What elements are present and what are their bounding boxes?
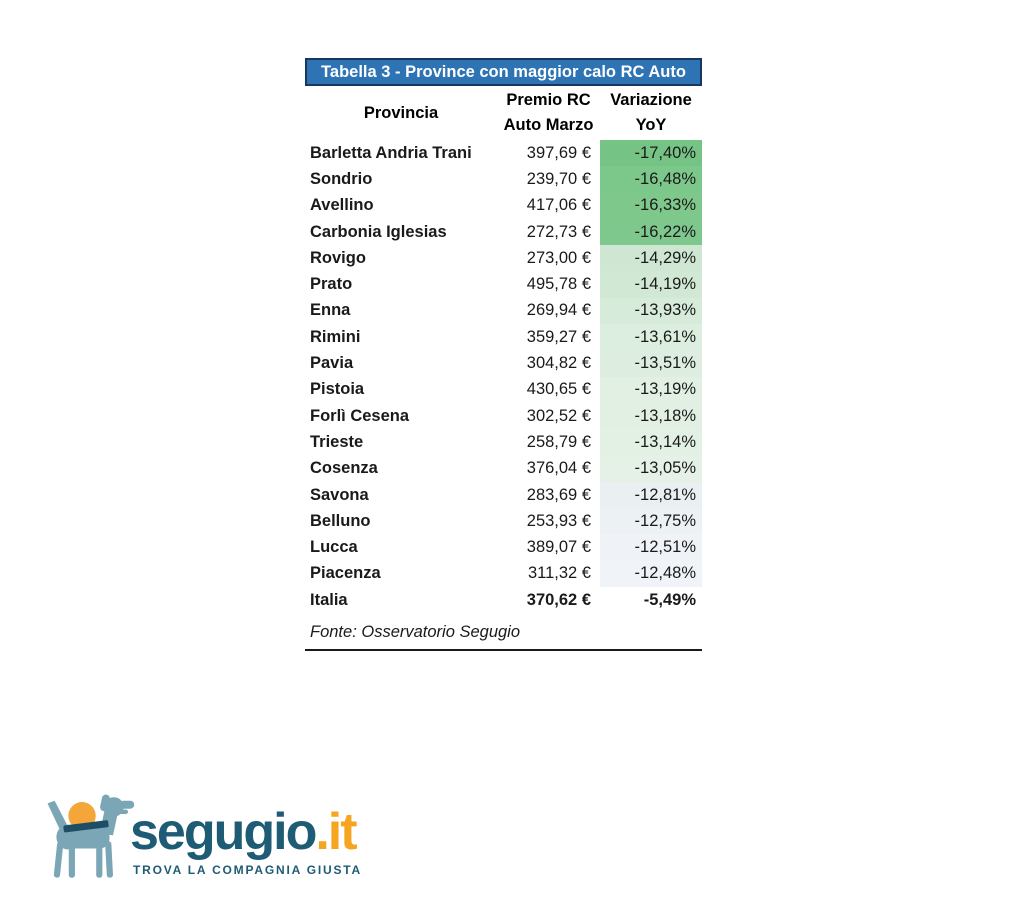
premium-value: 495,78 € [526, 275, 591, 294]
yoy-change-value: -16,22% [600, 218, 702, 246]
table-row: Rimini 359,27 € -13,61% [305, 324, 702, 351]
province-name: Rovigo [310, 248, 366, 267]
rc-auto-table: Tabella 3 - Province con maggior calo RC… [305, 58, 702, 652]
table-row: Carbonia Iglesias 272,73 € -16,22% [305, 218, 702, 246]
table-row: Forlì Cesena 302,52 € -13,18% [305, 402, 702, 430]
yoy-change-value: -12,51% [600, 534, 702, 561]
province-name: Avellino [310, 196, 374, 215]
column-header-premio-line2: Auto Marzo [503, 116, 594, 134]
table-source-note: Fonte: Osservatorio Segugio [305, 621, 702, 652]
province-name: Savona [310, 485, 369, 504]
yoy-change-value: -12,48% [600, 560, 702, 588]
yoy-change-value: -13,19% [600, 376, 702, 403]
logo-wordmark: segugio.it [130, 806, 362, 858]
column-header-premio: Premio RC Auto Marzo [497, 86, 600, 140]
table-title: Tabella 3 - Province con maggior calo RC… [321, 62, 686, 81]
province-name: Forlì Cesena [310, 406, 410, 425]
yoy-change-value: -17,40% [600, 140, 702, 167]
yoy-change-value: -14,19% [600, 271, 702, 298]
column-header-variazione-line2: YoY [635, 116, 667, 134]
table-row: Rovigo 273,00 € -14,29% [305, 245, 702, 272]
logo-brand-text: segugio [130, 803, 317, 861]
yoy-change-value: -13,14% [600, 429, 702, 456]
yoy-change-value: -13,05% [600, 455, 702, 482]
table-row: Prato 495,78 € -14,19% [305, 271, 702, 298]
logo-text-block: segugio.it TROVA LA COMPAGNIA GIUSTA [130, 792, 362, 877]
premium-value: 273,00 € [526, 248, 591, 267]
yoy-change-value: -13,61% [600, 324, 702, 351]
yoy-change-value: -13,18% [600, 402, 702, 430]
table-body: Barletta Andria Trani 397,69 € -17,40% S… [305, 140, 702, 613]
yoy-change-value: -14,29% [600, 245, 702, 272]
column-header-premio-line1: Premio RC [506, 91, 591, 109]
province-name: Pistoia [310, 380, 365, 399]
yoy-change-value: -12,81% [600, 481, 702, 509]
premium-value: 304,82 € [526, 354, 591, 373]
table-row: Trieste 258,79 € -13,14% [305, 429, 702, 456]
table-row: Belluno 253,93 € -12,75% [305, 508, 702, 535]
table-row: Piacenza 311,32 € -12,48% [305, 560, 702, 588]
table-row: Savona 283,69 € -12,81% [305, 481, 702, 509]
province-name: Italia [310, 590, 348, 609]
coin-slot-icon [63, 820, 109, 833]
province-name: Trieste [310, 432, 364, 451]
premium-value: 370,62 € [526, 590, 591, 609]
logo-tagline: TROVA LA COMPAGNIA GIUSTA [133, 863, 362, 877]
column-header-provincia: Provincia [305, 86, 497, 140]
premium-value: 417,06 € [526, 196, 591, 215]
premium-value: 359,27 € [526, 327, 591, 346]
premium-value: 283,69 € [526, 485, 591, 504]
yoy-change-value: -16,48% [600, 166, 702, 193]
segugio-dog-icon [47, 794, 135, 878]
premium-value: 239,70 € [526, 169, 591, 188]
table-row: Pavia 304,82 € -13,51% [305, 350, 702, 377]
premium-value: 430,65 € [526, 380, 591, 399]
premium-value: 376,04 € [526, 459, 591, 478]
column-header-provincia-label: Provincia [363, 103, 439, 122]
province-name: Sondrio [310, 169, 373, 188]
column-header-variazione-line1: Variazione [610, 91, 692, 109]
premium-value: 311,32 € [527, 564, 591, 583]
table-row: Lucca 389,07 € -12,51% [305, 534, 702, 561]
yoy-change-value: -12,75% [600, 508, 702, 535]
province-name: Rimini [310, 327, 361, 346]
table-row: Enna 269,94 € -13,93% [305, 297, 702, 325]
province-name: Carbonia Iglesias [310, 222, 447, 241]
premium-value: 302,52 € [526, 406, 591, 425]
province-name: Pavia [310, 354, 354, 373]
province-name: Belluno [310, 511, 371, 530]
segugio-logo: segugio.it TROVA LA COMPAGNIA GIUSTA [44, 792, 362, 882]
table-row: Barletta Andria Trani 397,69 € -17,40% [305, 140, 702, 167]
province-name: Cosenza [310, 459, 378, 478]
table-header-row: Provincia Premio RC Auto Marzo Variazion… [305, 86, 702, 140]
province-name: Enna [310, 301, 351, 320]
province-name: Prato [310, 275, 353, 294]
premium-value: 253,93 € [526, 511, 591, 530]
yoy-change-value: -13,51% [600, 350, 702, 377]
premium-value: 272,73 € [526, 222, 591, 241]
premium-value: 258,79 € [526, 432, 591, 451]
premium-value: 269,94 € [526, 301, 591, 320]
table-row: Pistoia 430,65 € -13,19% [305, 376, 702, 403]
yoy-change-value: -13,93% [600, 297, 702, 325]
province-name: Barletta Andria Trani [310, 143, 472, 162]
column-header-variazione: Variazione YoY [600, 86, 702, 140]
yoy-change-value: -5,49% [643, 590, 696, 609]
premium-value: 397,69 € [526, 143, 591, 162]
province-name: Lucca [310, 538, 358, 557]
province-name: Piacenza [310, 564, 381, 583]
table-title-bar: Tabella 3 - Province con maggior calo RC… [305, 58, 702, 86]
table-row: Italia 370,62 € -5,49% [305, 587, 702, 613]
yoy-change-value: -16,33% [600, 192, 702, 219]
table-row: Avellino 417,06 € -16,33% [305, 192, 702, 219]
logo-tld-text: .it [315, 803, 357, 861]
premium-value: 389,07 € [526, 538, 591, 557]
table-row: Sondrio 239,70 € -16,48% [305, 166, 702, 193]
table-row: Cosenza 376,04 € -13,05% [305, 455, 702, 482]
